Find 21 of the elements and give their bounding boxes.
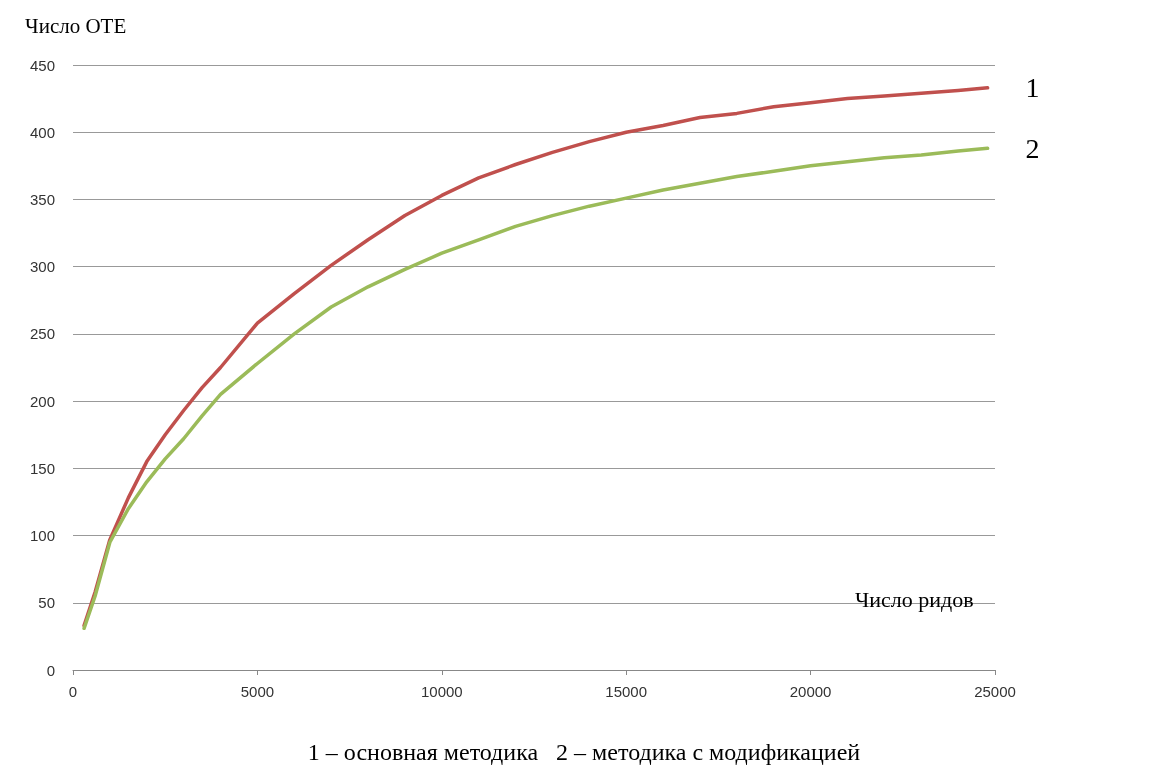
y-tick-label: 300 xyxy=(29,258,55,276)
y-tick-label: 200 xyxy=(29,392,55,410)
x-tick-label: 0 xyxy=(68,683,78,700)
x-axis-title: Число ридов xyxy=(855,586,974,612)
y-tick-label: 100 xyxy=(29,527,55,545)
x-tick-label: 5000 xyxy=(240,683,275,700)
y-tick-label: 250 xyxy=(29,325,55,343)
y-tick-label: 350 xyxy=(29,190,55,208)
y-tick-label: 150 xyxy=(29,459,55,477)
y-tick-label: 0 xyxy=(46,661,55,679)
x-tick-label: 20000 xyxy=(789,683,832,700)
y-axis-title: Число ОТЕ xyxy=(25,13,127,38)
x-tick-label: 25000 xyxy=(974,683,1016,700)
y-tick-label: 50 xyxy=(38,594,55,612)
y-tick-label: 450 xyxy=(29,56,55,74)
text: 1 – основная методика 2 – методика с модификацией xyxy=(307,739,861,765)
series-label: 2 xyxy=(1025,132,1040,164)
x-tick-label: 15000 xyxy=(605,683,648,700)
x-tick-label: 10000 xyxy=(420,683,463,700)
y-tick-label: 400 xyxy=(29,123,55,141)
series-label: 1 xyxy=(1025,72,1040,104)
